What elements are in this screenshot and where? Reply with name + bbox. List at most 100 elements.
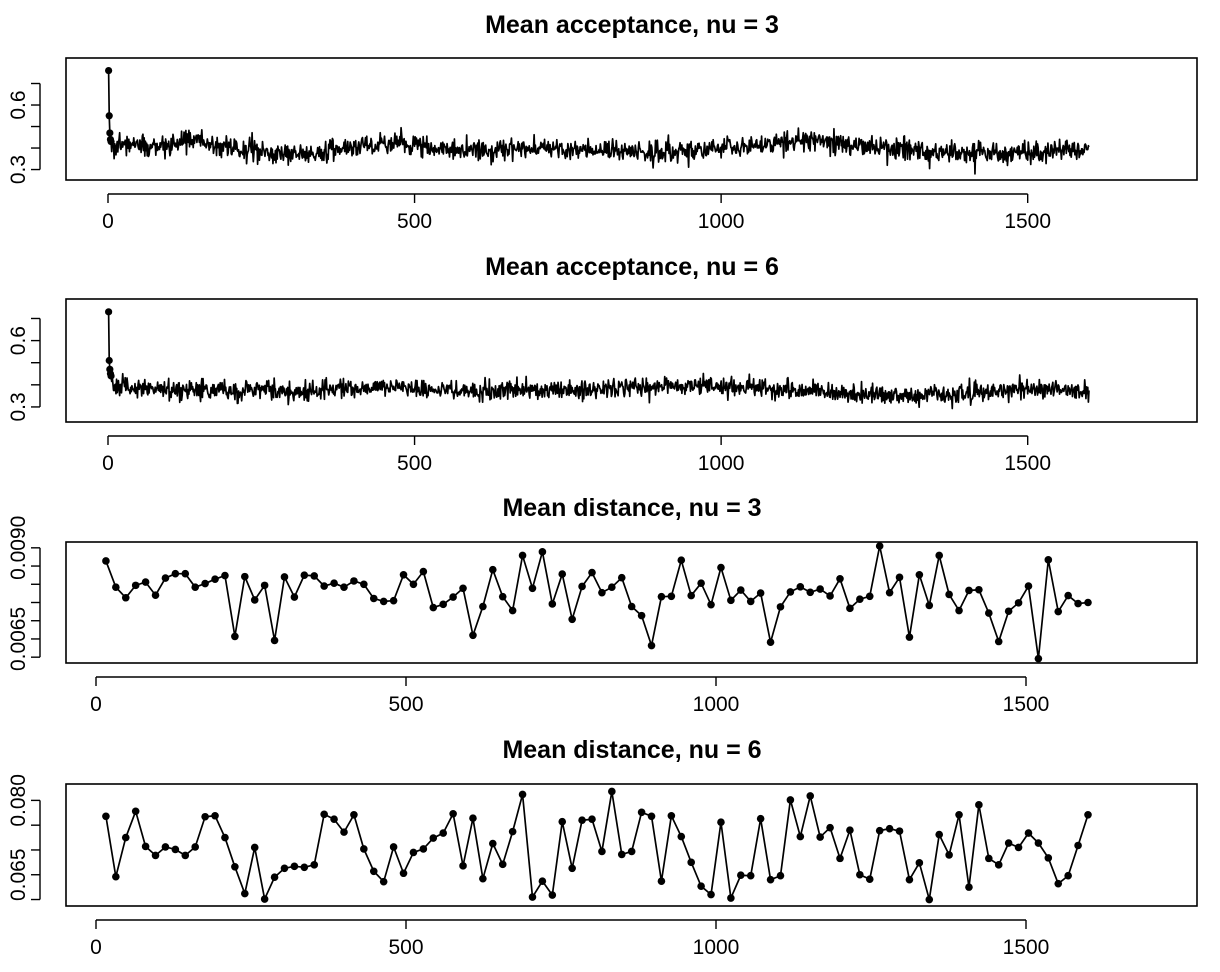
panel-acceptance-nu3: Mean acceptance, nu = 3 0 500 1000 1500 … (7, 11, 1198, 233)
data-point (106, 129, 114, 137)
data-point (806, 792, 815, 800)
data-point (856, 870, 864, 879)
data-point (498, 592, 507, 601)
data-point (399, 570, 408, 579)
data-point (369, 594, 378, 603)
data-point (241, 889, 249, 898)
data-point (538, 877, 547, 885)
data-point (191, 843, 199, 851)
data-point (915, 859, 924, 867)
panel-distance-nu3: Mean distance, nu = 3 0 500 1000 1500 0.… (7, 494, 1198, 716)
data-point (360, 845, 368, 853)
x-tick-label: 1500 (1003, 693, 1050, 716)
data-point (105, 67, 113, 75)
x-tick-label: 500 (397, 210, 432, 233)
data-point (508, 827, 517, 836)
data-point (211, 811, 219, 820)
data-point (1054, 879, 1063, 888)
y-tick-label: 0.0065 (7, 607, 30, 671)
data-point (637, 808, 646, 817)
data-point (727, 596, 735, 605)
data-point (181, 569, 190, 578)
data-point (340, 583, 348, 591)
data-point (905, 633, 914, 641)
plot-frame (65, 783, 1198, 907)
data-point (608, 787, 616, 796)
data-point (786, 796, 795, 804)
data-point (935, 830, 943, 839)
x-tick-label: 1000 (693, 936, 740, 959)
x-tick-label: 1000 (698, 452, 745, 475)
data-point (558, 817, 567, 826)
data-point (1014, 843, 1023, 852)
data-point (588, 568, 596, 577)
data-point (766, 875, 775, 884)
data-point (489, 839, 497, 848)
data-point (399, 869, 408, 878)
y-axis-ticks (31, 82, 41, 171)
data-point (647, 641, 656, 650)
data-point (647, 812, 656, 821)
series-line (107, 311, 1090, 410)
data-point (211, 575, 219, 583)
data-point (290, 593, 299, 601)
data-point (459, 584, 467, 593)
data-point (816, 585, 824, 593)
data-point (826, 592, 834, 600)
data-point (1084, 598, 1092, 607)
data-point (1034, 839, 1043, 847)
data-point (439, 600, 448, 609)
data-point (1024, 582, 1033, 590)
data-point (865, 592, 874, 601)
data-point (816, 833, 824, 841)
data-point (1074, 599, 1082, 608)
data-point (1064, 591, 1072, 600)
data-point (171, 845, 180, 854)
data-point (568, 615, 576, 624)
data-point (419, 845, 428, 853)
y-tick-label: 0.080 (7, 774, 30, 827)
data-point (1054, 607, 1063, 616)
data-point (201, 579, 209, 588)
y-tick-label: 0.0090 (7, 516, 30, 580)
data-point (449, 593, 457, 601)
x-axis-ticks (107, 435, 1029, 445)
data-point (935, 551, 943, 560)
x-tick-label: 1500 (1004, 452, 1051, 475)
y-tick-label: 0.6 (7, 90, 30, 119)
data-point (548, 600, 557, 608)
data-point (588, 815, 596, 824)
data-point (955, 606, 963, 615)
x-tick-label: 1500 (1004, 210, 1051, 233)
data-point (112, 583, 120, 591)
x-tick-label: 500 (388, 936, 423, 959)
data-point (617, 573, 626, 582)
data-point (330, 815, 338, 824)
data-point (806, 588, 815, 597)
y-tick-label: 0.3 (7, 155, 30, 184)
data-point (528, 584, 537, 593)
data-point (518, 551, 527, 560)
data-point (965, 586, 973, 595)
data-point (131, 581, 140, 590)
data-point (895, 573, 904, 582)
data-point (241, 572, 249, 581)
data-point (221, 571, 229, 580)
data-point (786, 588, 795, 596)
data-point (107, 137, 115, 146)
data-point (469, 631, 477, 640)
plot-frame (65, 57, 1198, 181)
data-point (141, 578, 150, 586)
y-axis-ticks (31, 799, 41, 901)
data-point (975, 585, 983, 594)
data-point (131, 807, 140, 816)
data-point (489, 565, 497, 574)
data-point (627, 847, 636, 856)
data-point (925, 895, 934, 904)
data-point (1074, 841, 1082, 850)
data-point (955, 810, 963, 819)
x-axis-ticks (107, 193, 1029, 203)
data-point (608, 583, 616, 591)
data-point (231, 863, 239, 871)
